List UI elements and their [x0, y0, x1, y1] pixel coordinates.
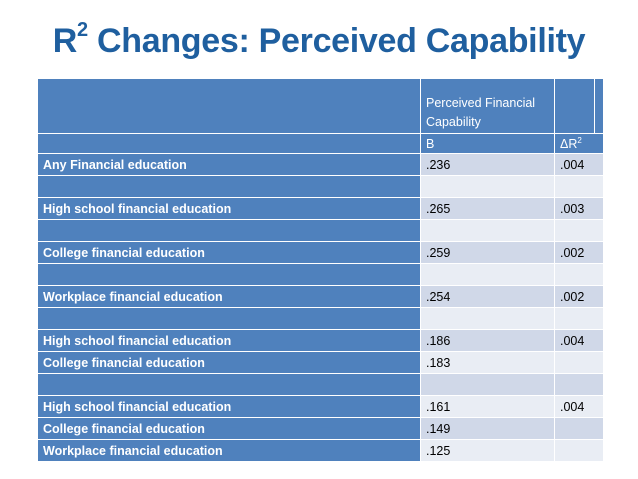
row-b-value	[420, 263, 555, 286]
table-row: College financial education .259.002	[37, 241, 604, 264]
header-delta-r2: ΔR2	[554, 133, 604, 154]
table-row	[37, 373, 604, 396]
page-title: R2 Changes: Perceived Capability	[52, 18, 586, 60]
header-empty-cell	[554, 78, 595, 134]
table-row: College financial education .149	[37, 417, 604, 440]
row-b-value: .125	[420, 439, 555, 462]
table-row	[37, 263, 604, 286]
row-delta-r2-value: .003	[554, 197, 604, 220]
row-b-value	[420, 219, 555, 242]
header-perceived-capability: Perceived Financial Capability	[420, 78, 555, 134]
row-label	[37, 263, 421, 286]
row-label	[37, 175, 421, 198]
table-row: High school financial education .265.003	[37, 197, 604, 220]
row-b-value: .186	[420, 329, 555, 352]
row-b-value: .161	[420, 395, 555, 418]
table-row: Workplace financial education .125	[37, 439, 604, 462]
header-empty-cell	[37, 78, 421, 134]
table-subheader-row: B ΔR2	[37, 133, 604, 154]
table-row	[37, 219, 604, 242]
table-row	[37, 175, 604, 198]
row-b-value: .149	[420, 417, 555, 440]
row-b-value: .265	[420, 197, 555, 220]
row-b-value: .183	[420, 351, 555, 374]
row-delta-r2-value: .002	[554, 241, 604, 264]
table-row: High school financial education .161.004	[37, 395, 604, 418]
row-label: Workplace financial education	[37, 439, 421, 462]
row-delta-r2-value	[554, 417, 604, 440]
row-b-value: .254	[420, 285, 555, 308]
row-b-value	[420, 373, 555, 396]
row-label: College financial education	[37, 241, 421, 264]
row-label: High school financial education	[37, 329, 421, 352]
row-b-value: .236	[420, 153, 555, 176]
row-label: Workplace financial education	[37, 285, 421, 308]
row-delta-r2-value	[554, 373, 604, 396]
row-b-value: .259	[420, 241, 555, 264]
row-delta-r2-value	[554, 219, 604, 242]
header-empty-cell	[594, 78, 604, 134]
header-b: B	[420, 133, 555, 154]
subheader-empty-cell	[37, 133, 421, 154]
row-label: High school financial education	[37, 395, 421, 418]
row-label: Any Financial education	[37, 153, 421, 176]
row-delta-r2-value: .004	[554, 329, 604, 352]
row-label	[37, 219, 421, 242]
table-row: High school financial education .186.004	[37, 329, 604, 352]
table-row: Workplace financial education .254.002	[37, 285, 604, 308]
row-label: College financial education	[37, 351, 421, 374]
row-delta-r2-value	[554, 307, 604, 330]
table-row	[37, 307, 604, 330]
row-delta-r2-value	[554, 175, 604, 198]
row-delta-r2-value	[554, 263, 604, 286]
row-delta-r2-value	[554, 439, 604, 462]
row-delta-r2-value: .004	[554, 395, 604, 418]
row-delta-r2-value: .002	[554, 285, 604, 308]
row-b-value	[420, 175, 555, 198]
row-label: High school financial education	[37, 197, 421, 220]
row-label	[37, 307, 421, 330]
row-label	[37, 373, 421, 396]
table-row: College financial education .183	[37, 351, 604, 374]
table-row: Any Financial education .236.004	[37, 153, 604, 176]
row-b-value	[420, 307, 555, 330]
row-delta-r2-value	[554, 351, 604, 374]
row-delta-r2-value: .004	[554, 153, 604, 176]
table-header-row: Perceived Financial Capability	[37, 78, 604, 134]
row-label: College financial education	[37, 417, 421, 440]
results-table: Perceived Financial Capability B ΔR2 Any…	[37, 78, 604, 462]
